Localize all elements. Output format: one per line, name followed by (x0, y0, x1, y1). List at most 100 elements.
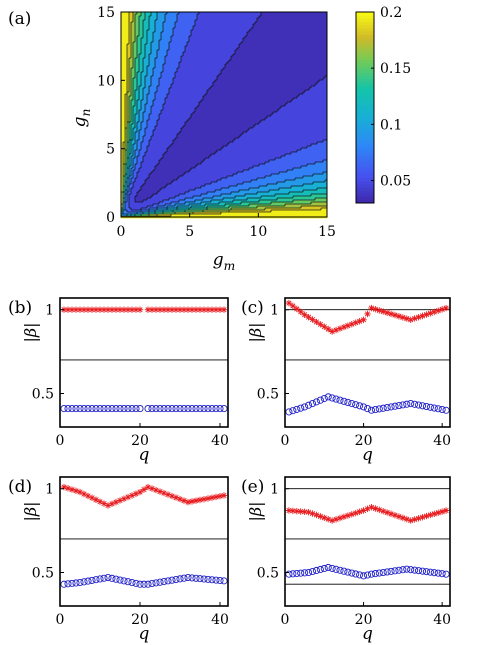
colorbar: 0.050.10.150.2 (355, 5, 411, 204)
contour-cell (131, 68, 136, 71)
star-marker (160, 489, 168, 497)
contour-cell (125, 154, 128, 157)
contour-cell (129, 78, 132, 81)
star-marker (372, 306, 379, 313)
star-marker (64, 306, 72, 313)
contour-cell (135, 22, 140, 25)
contour-cell (143, 94, 148, 97)
star-series (285, 503, 450, 524)
contour-cell (205, 94, 300, 97)
contour-cell (221, 188, 250, 191)
circle-marker (407, 566, 415, 574)
circle-marker (216, 405, 224, 413)
contour-cell (183, 52, 236, 55)
contour-cell (129, 18, 134, 21)
contour-cell (173, 210, 186, 213)
circle-marker (132, 405, 140, 413)
contour-cell (249, 188, 280, 191)
contour-cell (145, 180, 174, 183)
contour-cell (137, 140, 144, 143)
contour-cell (175, 72, 222, 75)
star-marker (415, 515, 422, 522)
contour-cell (141, 46, 146, 49)
contour-cell (143, 36, 148, 39)
contour-cell (121, 162, 124, 165)
contour-cell (127, 52, 132, 55)
contour-cell (125, 182, 128, 185)
contour-cell (123, 198, 126, 201)
contour-cell (141, 124, 148, 127)
circle-marker (356, 402, 364, 410)
colorbar-segment (356, 164, 374, 169)
circle-marker (367, 406, 375, 414)
contour-cell (183, 54, 234, 57)
contour-cell (123, 142, 126, 145)
contour-cell (143, 20, 150, 23)
circle-marker (144, 580, 152, 588)
contour-cell (155, 94, 168, 97)
contour-cell (149, 24, 156, 27)
contour-cell (155, 20, 166, 23)
contour-cell (127, 158, 130, 161)
contour-cell (135, 32, 140, 35)
colorbar-segment (356, 190, 374, 194)
contour-cell (121, 214, 128, 217)
star-marker (403, 516, 410, 523)
contour-cell (157, 88, 170, 91)
x-tick-label: 0 (56, 612, 65, 628)
contour-cell (121, 122, 126, 125)
contour-cell (167, 96, 204, 99)
contour-cell (125, 168, 128, 171)
contour-cell (213, 84, 316, 87)
circle-marker (200, 575, 208, 583)
contour-cell (175, 196, 194, 199)
contour-cell (121, 158, 124, 161)
star-marker (431, 308, 438, 316)
contour-cell (149, 26, 156, 29)
contour-cell (225, 204, 250, 207)
star-marker (172, 494, 180, 501)
contour-cell (121, 166, 124, 169)
contour-cell (133, 84, 138, 87)
contour-cell (125, 162, 128, 165)
contour-cell (149, 20, 156, 23)
contour-cell (123, 152, 126, 155)
contour-cell (311, 144, 328, 147)
contour-cell (171, 84, 214, 87)
contour-cell (243, 40, 328, 43)
contour-cell (191, 168, 250, 171)
contour-cell (135, 214, 142, 217)
contour-cell (157, 52, 168, 55)
contour-cell (127, 98, 130, 101)
circle-marker (411, 400, 419, 408)
contour-cell (129, 124, 132, 127)
contour-cell (121, 134, 126, 137)
contour-cell (129, 152, 132, 155)
contour-cell (203, 96, 298, 99)
contour-cell (173, 30, 192, 33)
contour-cell (255, 124, 328, 127)
contour-cell (139, 96, 144, 99)
contour-cell (131, 76, 136, 79)
contour-cell (127, 84, 130, 87)
star-marker (184, 306, 192, 313)
contour-cell (177, 18, 198, 21)
contour-cell (125, 106, 128, 109)
contour-cell (185, 46, 240, 49)
contour-cell (121, 116, 126, 119)
contour-cell (133, 148, 138, 151)
star-series (60, 306, 228, 313)
contour-cell (183, 174, 234, 177)
contour-cell (127, 62, 130, 65)
contour-cell (269, 160, 324, 163)
contour-cell (203, 160, 270, 163)
contour-cell (131, 116, 134, 119)
colorbar-segment (356, 145, 374, 150)
contour-cell (131, 162, 134, 165)
contour-cell (225, 64, 328, 67)
contour-cell (121, 136, 126, 139)
star-marker (336, 514, 344, 522)
contour-cell (125, 134, 128, 137)
circle-marker (136, 580, 144, 588)
contour-cell (199, 104, 286, 107)
